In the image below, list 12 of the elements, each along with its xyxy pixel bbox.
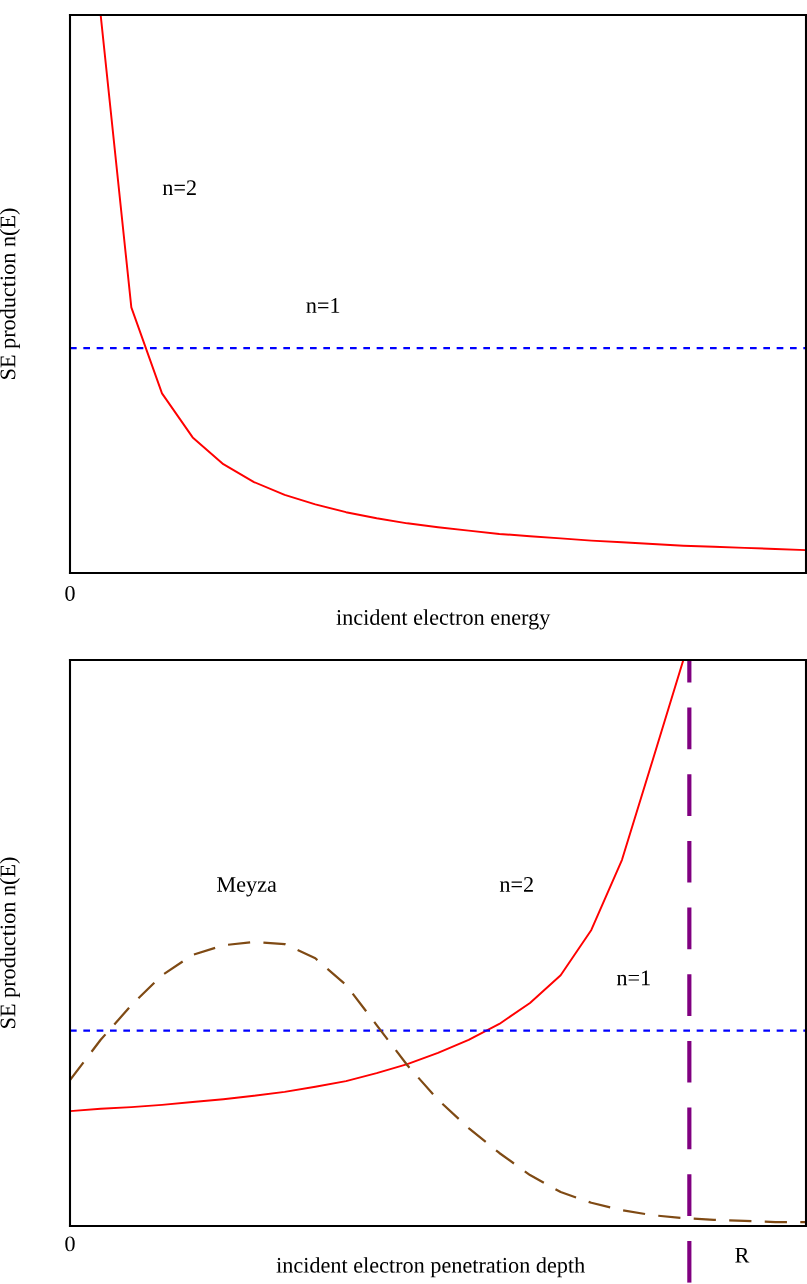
annotation: Meyza bbox=[217, 877, 277, 897]
x-axis-title: incident electron penetration depth bbox=[276, 1257, 585, 1278]
annotation: n=2 bbox=[162, 180, 196, 195]
annotation: n=2 bbox=[499, 877, 533, 892]
annotation: n=1 bbox=[306, 298, 340, 313]
x-axis-title: incident electron energy bbox=[336, 609, 551, 630]
text: 0 bbox=[65, 1236, 75, 1252]
text: R bbox=[735, 1247, 750, 1263]
y-axis-title: SE production n(E) bbox=[0, 208, 20, 379]
y-axis-title: SE production n(E) bbox=[0, 857, 20, 1028]
text: 0 bbox=[65, 585, 75, 601]
annotation: n=1 bbox=[616, 970, 650, 986]
